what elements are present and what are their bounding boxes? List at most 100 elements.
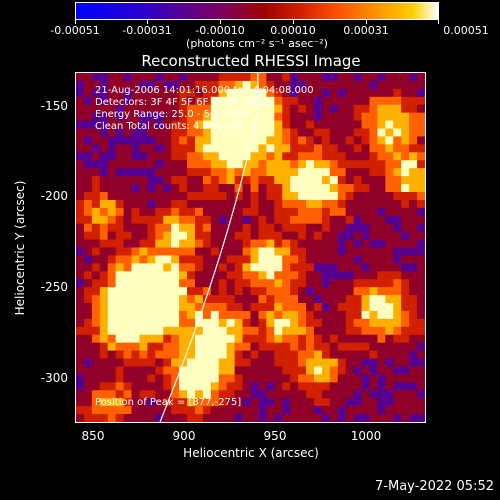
- heatmap-cell: [194, 112, 204, 122]
- heatmap-cell: [202, 88, 212, 98]
- heatmap-cell: [123, 144, 133, 153]
- heatmap-cell: [369, 318, 379, 328]
- heatmap-cell: [194, 96, 204, 106]
- heatmap-cell: [361, 303, 371, 312]
- heatmap-cell: [202, 136, 212, 145]
- heatmap-cell: [258, 239, 267, 249]
- heatmap-cell: [266, 231, 275, 241]
- heatmap-cell: [76, 184, 85, 193]
- heatmap-cell: [369, 160, 379, 169]
- heatmap-cell: [91, 350, 101, 360]
- heatmap-cell: [353, 152, 363, 161]
- heatmap-cell: [385, 390, 394, 399]
- heatmap-cell: [274, 287, 283, 296]
- heatmap-cell: [76, 271, 85, 280]
- heatmap-cell: [187, 247, 196, 257]
- heatmap-cell: [306, 199, 315, 209]
- heatmap-cell: [337, 390, 347, 399]
- heatmap-cell: [242, 374, 252, 383]
- heatmap-cell: [107, 358, 117, 368]
- heatmap-cell: [179, 199, 188, 209]
- heatmap-cell: [99, 73, 109, 82]
- heatmap-cell: [337, 342, 347, 352]
- heatmap-cell: [131, 350, 141, 360]
- heatmap-cell: [290, 255, 299, 264]
- heatmap-cell: [139, 144, 148, 153]
- heatmap-cell: [409, 350, 418, 360]
- heatmap-cell: [377, 382, 386, 391]
- heatmap-cell: [258, 144, 267, 153]
- heatmap-cell: [401, 104, 410, 114]
- heatmap-cell: [417, 271, 425, 280]
- heatmap-cell: [163, 96, 172, 106]
- heatmap-cell: [107, 414, 117, 422]
- heatmap-cell: [179, 73, 188, 82]
- heatmap-cell: [147, 287, 156, 296]
- heatmap-cell: [409, 199, 418, 209]
- heatmap-cell: [139, 366, 148, 376]
- heatmap-cell: [329, 80, 339, 90]
- heatmap-cell: [210, 168, 220, 177]
- heatmap-cell: [131, 168, 141, 177]
- heatmap-cell: [194, 160, 204, 169]
- heatmap-cell: [393, 120, 402, 130]
- heatmap-cell: [218, 96, 228, 106]
- heatmap-cell: [179, 326, 188, 336]
- heatmap-cell: [147, 88, 156, 98]
- heatmap-cell: [266, 263, 275, 272]
- heatmap-cell: [155, 310, 164, 320]
- heatmap-cell: [250, 80, 260, 90]
- heatmap-cell: [163, 88, 172, 98]
- heatmap-cell: [147, 104, 156, 114]
- heatmap-cell: [202, 112, 212, 122]
- heatmap-cell: [274, 80, 283, 90]
- heatmap-cell: [353, 112, 363, 122]
- heatmap-cell: [337, 406, 347, 415]
- heatmap-cell: [91, 398, 101, 407]
- heatmap-cell: [76, 176, 85, 185]
- heatmap-cell: [353, 350, 363, 360]
- heatmap-cell: [321, 374, 331, 383]
- heatmap-cell: [385, 334, 394, 344]
- heatmap-cell: [99, 358, 109, 368]
- heatmap-cell: [337, 263, 347, 272]
- heatmap-cell: [369, 295, 379, 304]
- heatmap-cell: [321, 303, 331, 312]
- heatmap-cell: [99, 310, 109, 320]
- heatmap-cell: [107, 334, 117, 344]
- heatmap-cell: [274, 326, 283, 336]
- heatmap-cell: [290, 326, 299, 336]
- heatmap-cell: [76, 152, 85, 161]
- heatmap-cell: [377, 120, 386, 130]
- heatmap-cell: [123, 271, 133, 280]
- heatmap-cell: [234, 80, 244, 90]
- heatmap-cell: [107, 207, 117, 217]
- heatmap-cell: [171, 358, 180, 368]
- heatmap-cell: [409, 358, 418, 368]
- heatmap-cell: [258, 334, 267, 344]
- heatmap-cell: [282, 382, 291, 391]
- heatmap-cell: [298, 191, 307, 201]
- heatmap-cell: [234, 334, 244, 344]
- heatmap-cell: [290, 263, 299, 272]
- heatmap-cell: [401, 160, 410, 169]
- heatmap-cell: [171, 223, 180, 233]
- heatmap-cell: [313, 136, 323, 145]
- heatmap-cell: [385, 263, 394, 272]
- heatmap-cell: [329, 104, 339, 114]
- heatmap-cell: [250, 374, 260, 383]
- heatmap-cell: [258, 80, 267, 90]
- heatmap-cell: [76, 223, 85, 233]
- heatmap-cell: [83, 80, 93, 90]
- heatmap-cell: [226, 398, 236, 407]
- heatmap-cell: [91, 318, 101, 328]
- heatmap-cell: [274, 199, 283, 209]
- heatmap-cell: [99, 390, 109, 399]
- heatmap-cell: [377, 231, 386, 241]
- heatmap-cell: [218, 112, 228, 122]
- heatmap-cell: [147, 128, 156, 138]
- heatmap-cell: [313, 231, 323, 241]
- heatmap-cell: [393, 112, 402, 122]
- heatmap-cell: [147, 73, 156, 82]
- heatmap-cell: [83, 96, 93, 106]
